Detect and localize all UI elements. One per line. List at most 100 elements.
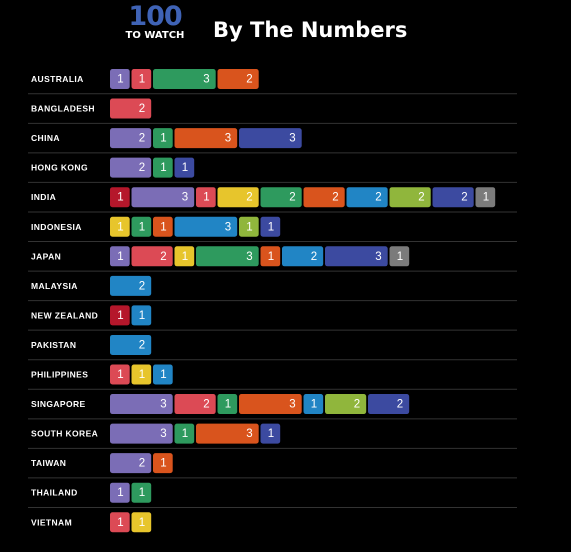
segment-value-label: 2 [397,399,403,411]
segment-value-label: 3 [375,251,381,263]
segment-value-label: 1 [117,487,123,499]
row-label: PAKISTAN [31,340,76,350]
bar-segment [110,305,130,326]
segment-value-label: 1 [225,399,231,411]
page-title: By The Numbers [213,18,408,42]
segment-value-label: 1 [117,369,123,381]
bar-segment [217,69,259,89]
segment-value-label: 1 [160,221,166,233]
bar-segment [196,187,216,208]
segment-value-label: 3 [160,399,166,411]
row-label: TAIWAN [31,458,66,468]
bar-segment [239,216,259,237]
bar-segment [174,394,216,415]
segment-value-label: 1 [139,74,145,86]
bar-segment [153,364,173,385]
bar-segment [153,453,173,474]
row-label: CHINA [31,133,60,143]
row-label: INDIA [31,192,56,202]
bar-segment [217,394,238,415]
bar-segment [131,246,173,267]
bar-segment [282,246,324,267]
segment-value-label: 1 [139,369,145,381]
bar-segment [110,394,173,415]
segment-value-label: 1 [117,310,123,322]
row-label: NEW ZEALAND [31,310,98,320]
segment-value-label: 2 [289,192,295,204]
logo-caption: TO WATCH [125,30,185,41]
segment-value-label: 2 [203,399,209,411]
segment-value-label: 3 [289,133,295,145]
bar-segment [131,512,152,533]
row-label: HONG KONG [31,163,88,173]
segment-value-label: 1 [182,428,188,440]
row-label: BANGLADESH [31,104,95,114]
segment-value-label: 1 [117,221,123,233]
segment-value-label: 1 [117,74,123,86]
bar-segment [110,98,152,119]
row-label: THAILAND [31,488,78,498]
row-label: MALAYSIA [31,281,78,291]
row-label: INDONESIA [31,222,82,232]
segment-value-label: 2 [246,74,252,86]
segment-value-label: 2 [139,280,145,292]
segment-value-label: 3 [225,133,231,145]
bar-segment [110,216,130,237]
bar-segment [260,246,281,267]
bar-segment [239,394,302,415]
bar-segment [110,69,130,89]
segment-value-label: 1 [160,369,166,381]
bar-segment [110,512,130,533]
bar-segment [131,305,152,326]
bar-segment [110,364,130,385]
bar-segment [110,157,152,178]
logo: 100 TO WATCH [117,1,193,44]
bar-segment [432,187,474,208]
segment-value-label: 2 [139,162,145,174]
bar-segment [325,246,388,267]
bar-segment [196,246,259,267]
segment-value-label: 2 [246,192,252,204]
bar-segment [260,423,281,444]
segment-value-label: 1 [268,428,274,440]
segment-value-label: 2 [139,339,145,351]
segment-value-label: 1 [483,192,489,204]
segment-value-label: 1 [160,133,166,145]
row-label: AUSTRALIA [31,74,84,84]
bar-segment [131,364,152,385]
bar-segment [153,216,173,237]
bar-segment [475,187,496,208]
bar-segment [110,275,152,296]
segment-value-label: 3 [160,428,166,440]
bar-segment [174,157,195,178]
segment-value-label: 2 [375,192,381,204]
segment-value-label: 1 [268,221,274,233]
segment-value-label: 1 [139,310,145,322]
segment-value-label: 3 [246,251,252,263]
bar-segment [174,423,195,444]
segment-value-label: 1 [246,221,252,233]
segment-value-label: 1 [268,251,274,263]
segment-value-label: 3 [289,399,295,411]
bar-segment [368,394,410,415]
bar-segment [260,187,302,208]
segment-value-label: 3 [203,74,209,86]
bar-segment [131,482,152,503]
segment-value-label: 3 [182,192,188,204]
segment-value-label: 1 [160,458,166,470]
row-label: VIETNAM [31,517,72,527]
logo-number: 100 [128,1,182,32]
bar-segment [239,128,302,149]
segment-value-label: 1 [117,517,123,529]
segment-value-label: 1 [397,251,403,263]
segment-value-label: 1 [139,487,145,499]
bar-segment [389,187,431,208]
bar-segment [346,187,388,208]
bar-segment [131,216,152,237]
bar-segment [325,394,367,415]
bar-segment [389,246,410,267]
bar-segment [110,423,173,444]
segment-value-label: 1 [182,251,188,263]
bar-segment [110,334,152,355]
segment-value-label: 1 [203,192,209,204]
